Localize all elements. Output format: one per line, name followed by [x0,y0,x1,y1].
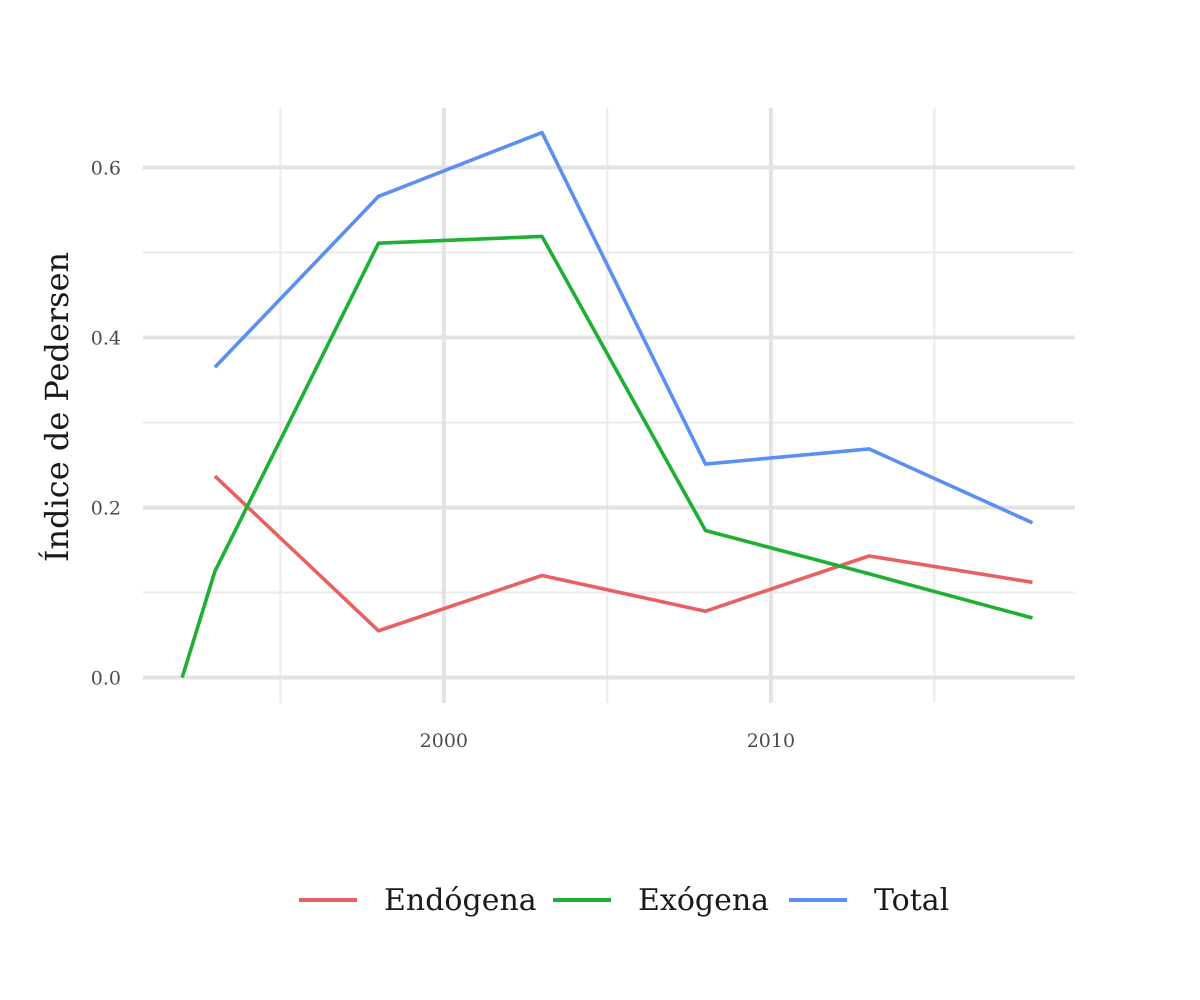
y-axis-title: Índice de Pedersen [38,252,76,562]
legend-label-1: Exógena [638,883,769,918]
legend-item-0: Endógena [299,883,537,918]
y-tick-label-3: 0.6 [91,158,121,180]
series-line-2 [213,130,1034,525]
x-tick-label-0: 2000 [420,730,468,752]
legend-label-0: Endógena [384,883,537,918]
series-lines [180,130,1034,679]
y-tick-labels: 0.0 0.2 0.4 0.6 [91,158,121,690]
x-tick-labels: 2000 2010 [420,730,795,752]
x-tick-label-1: 2010 [747,730,795,752]
legend: Endógena Exógena Total [299,883,949,918]
legend-item-1: Exógena [553,883,769,918]
series-line-0 [213,474,1033,633]
series-line-1 [180,234,1033,679]
y-tick-label-1: 0.2 [91,498,121,520]
grid [143,108,1075,703]
legend-item-2: Total [789,883,949,918]
legend-label-2: Total [874,883,949,918]
y-tick-label-0: 0.0 [91,668,121,690]
y-tick-label-2: 0.4 [91,328,121,350]
